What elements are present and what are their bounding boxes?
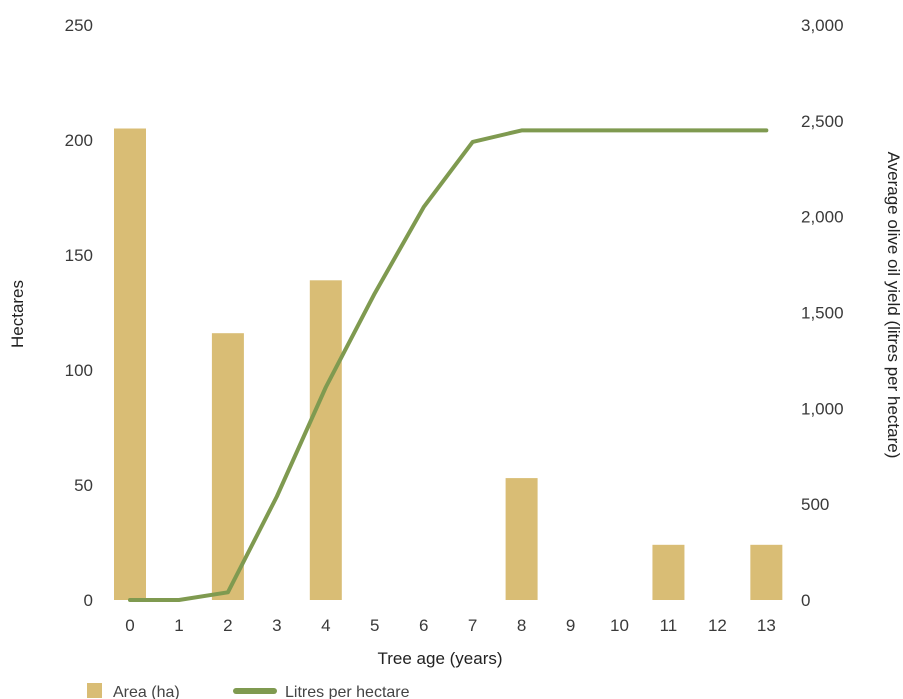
bar-0 (114, 128, 146, 600)
x-tick-label: 3 (272, 616, 281, 635)
x-tick-label: 5 (370, 616, 379, 635)
left-tick-label: 50 (74, 476, 93, 495)
x-tick-label: 10 (610, 616, 629, 635)
right-tick-label: 2,500 (801, 112, 844, 131)
right-tick-label: 500 (801, 495, 829, 514)
right-tick-label: 1,000 (801, 399, 844, 418)
x-axis-ticks: 0 1 2 3 4 5 6 7 8 9 10 11 12 13 (125, 616, 776, 635)
x-tick-label: 13 (757, 616, 776, 635)
bar-4 (309, 280, 342, 600)
left-tick-label: 150 (65, 246, 93, 265)
bar-13 (750, 544, 783, 600)
x-tick-label: 11 (660, 616, 678, 635)
bar-11 (652, 544, 685, 600)
line-series (128, 128, 769, 602)
x-axis-title: Tree age (years) (377, 649, 502, 668)
x-tick-label: 1 (174, 616, 183, 635)
right-tick-label: 1,500 (801, 304, 844, 323)
x-tick-label: 0 (125, 616, 134, 635)
x-tick-label: 2 (223, 616, 232, 635)
right-tick-label: 0 (801, 591, 810, 610)
left-axis-ticks: 0 50 100 150 200 250 (65, 16, 93, 610)
bar-8 (505, 478, 538, 600)
legend: Area (ha) Litres per hectare (87, 683, 410, 699)
x-tick-label: 9 (566, 616, 575, 635)
legend-swatch-litres (233, 688, 277, 694)
litres-line (128, 128, 769, 602)
left-tick-label: 100 (65, 361, 93, 380)
right-tick-label: 3,000 (801, 16, 844, 35)
right-tick-label: 2,000 (801, 208, 844, 227)
x-tick-label: 4 (321, 616, 330, 635)
right-axis-ticks: 0 500 1,000 1,500 2,000 2,500 3,000 (801, 16, 844, 610)
x-tick-label: 12 (708, 616, 727, 635)
legend-label-litres: Litres per hectare (285, 684, 410, 699)
left-tick-label: 250 (65, 16, 93, 35)
right-axis-title: Average olive oil yield (litres per hect… (884, 152, 903, 459)
legend-swatch-area (87, 683, 102, 698)
x-tick-label: 6 (419, 616, 428, 635)
bar-series (114, 128, 783, 600)
x-tick-label: 8 (517, 616, 526, 635)
left-tick-label: 200 (65, 131, 93, 150)
left-axis-title: Hectares (8, 280, 27, 348)
x-tick-label: 7 (468, 616, 477, 635)
left-tick-label: 0 (84, 591, 93, 610)
bar-2 (211, 333, 244, 600)
legend-label-area: Area (ha) (113, 684, 180, 699)
